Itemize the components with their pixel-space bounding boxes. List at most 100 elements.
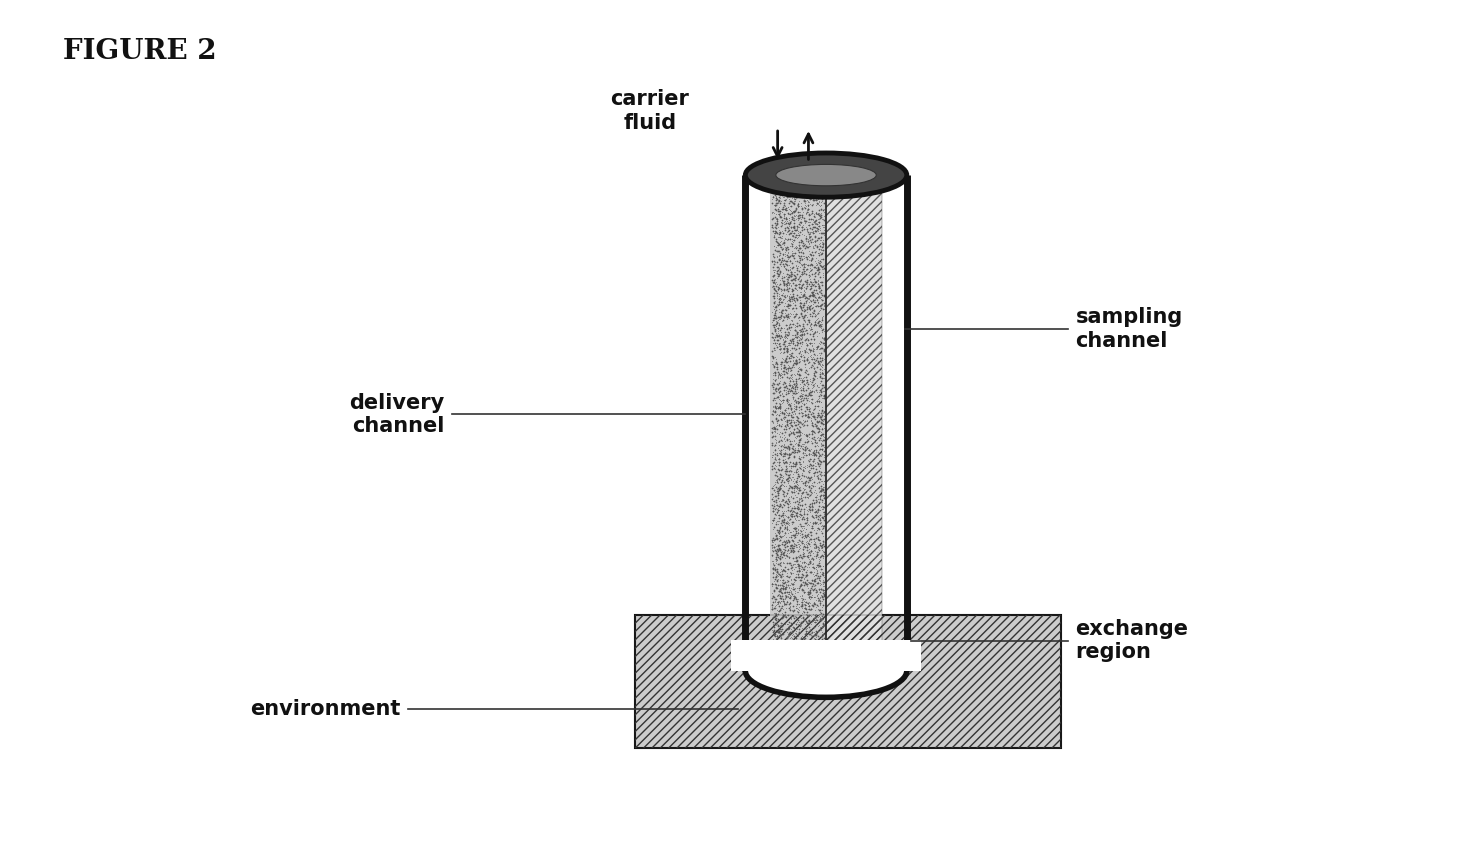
Point <box>793 214 816 228</box>
Point <box>782 211 806 225</box>
Point <box>768 531 791 545</box>
Point <box>804 168 828 182</box>
Point <box>769 356 793 369</box>
Point <box>790 392 813 406</box>
Point <box>812 489 835 503</box>
Point <box>782 415 806 429</box>
Point <box>772 375 796 388</box>
Point <box>770 247 794 261</box>
Point <box>793 516 816 530</box>
Point <box>788 469 812 482</box>
Point <box>810 211 834 225</box>
Point <box>787 324 810 338</box>
Point <box>800 634 824 648</box>
Point <box>794 576 818 590</box>
Point <box>766 333 790 347</box>
Point <box>797 587 821 601</box>
Point <box>781 210 804 224</box>
Point <box>760 331 784 344</box>
Point <box>812 409 835 423</box>
Point <box>803 447 827 461</box>
Point <box>779 459 803 473</box>
Point <box>765 382 788 396</box>
Point <box>773 446 797 460</box>
Point <box>806 276 830 290</box>
Point <box>765 211 788 224</box>
Point <box>772 211 796 225</box>
Point <box>809 211 832 224</box>
Point <box>809 186 832 199</box>
Point <box>788 415 812 429</box>
Point <box>766 488 790 502</box>
Point <box>770 497 794 511</box>
Point <box>807 226 831 240</box>
Point <box>791 252 815 266</box>
Point <box>804 183 828 197</box>
Point <box>797 533 821 547</box>
Point <box>813 289 837 303</box>
Point <box>765 625 788 639</box>
Point <box>776 413 800 426</box>
Point <box>793 576 816 589</box>
Point <box>778 232 801 246</box>
Point <box>769 413 793 427</box>
Point <box>778 249 801 263</box>
Point <box>793 658 816 671</box>
Point <box>784 530 807 544</box>
Point <box>806 570 830 584</box>
Point <box>801 461 825 475</box>
Point <box>770 387 794 400</box>
Point <box>773 227 797 241</box>
Point <box>763 317 787 331</box>
Point <box>772 586 796 600</box>
Point <box>782 599 806 613</box>
Point <box>788 482 812 496</box>
Point <box>799 457 822 471</box>
Point <box>790 551 813 565</box>
Point <box>804 627 828 641</box>
Point <box>804 207 828 221</box>
Point <box>775 276 799 290</box>
Point <box>810 494 834 508</box>
Point <box>782 620 806 634</box>
Point <box>796 337 819 351</box>
Point <box>768 183 791 197</box>
Point <box>800 336 824 350</box>
Point <box>806 610 830 624</box>
Point <box>768 173 791 187</box>
Point <box>763 221 787 235</box>
Point <box>784 642 807 656</box>
Point <box>787 411 810 425</box>
Point <box>794 652 818 665</box>
Point <box>776 299 800 312</box>
Point <box>801 454 825 468</box>
Point <box>766 174 790 188</box>
Point <box>803 664 827 677</box>
Point <box>804 212 828 226</box>
Point <box>773 174 797 188</box>
Point <box>762 183 785 197</box>
Point <box>799 186 822 200</box>
Point <box>768 280 791 294</box>
Point <box>796 172 819 186</box>
Point <box>766 544 790 557</box>
Point <box>797 463 821 476</box>
Point <box>784 599 807 613</box>
Point <box>799 299 822 312</box>
Point <box>775 595 799 608</box>
Point <box>801 553 825 567</box>
Point <box>766 452 790 466</box>
Point <box>763 281 787 295</box>
Point <box>769 211 793 224</box>
Point <box>812 618 835 632</box>
Point <box>776 494 800 507</box>
Point <box>769 555 793 569</box>
Point <box>804 514 828 528</box>
Point <box>763 537 787 551</box>
Point <box>766 484 790 498</box>
Point <box>782 643 806 657</box>
Point <box>803 223 827 236</box>
Point <box>765 645 788 658</box>
Point <box>778 359 801 373</box>
Point <box>782 581 806 595</box>
